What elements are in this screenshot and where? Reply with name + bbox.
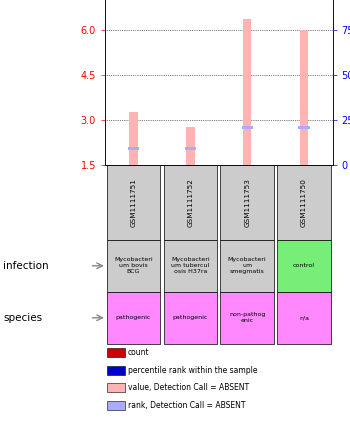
Bar [277,240,331,292]
Text: pathogenic: pathogenic [116,315,151,320]
Bar [298,126,310,129]
Text: species: species [4,313,43,323]
Text: n/a: n/a [299,315,309,320]
Text: GSM1111753: GSM1111753 [244,178,250,227]
Bar [107,165,160,240]
Text: pathogenic: pathogenic [173,315,208,320]
Bar [277,165,331,240]
Bar [107,348,125,357]
Text: non-pathog
enic: non-pathog enic [229,312,265,323]
Bar [220,165,274,240]
Bar [243,19,251,165]
Text: infection: infection [4,261,49,271]
Text: GSM1111752: GSM1111752 [187,178,193,227]
Text: rank, Detection Call = ABSENT: rank, Detection Call = ABSENT [128,401,245,410]
Bar [163,165,217,240]
Bar [107,240,160,292]
Bar [186,127,195,165]
Text: Mycobacteri
um
smegmatis: Mycobacteri um smegmatis [228,258,266,274]
Bar [220,240,274,292]
Text: Mycobacteri
um tubercul
osis H37ra: Mycobacteri um tubercul osis H37ra [171,258,210,274]
Bar [241,126,253,129]
Text: percentile rank within the sample: percentile rank within the sample [128,365,257,374]
Bar [220,292,274,344]
Bar [107,365,125,374]
Bar [128,147,139,150]
Bar [163,240,217,292]
Bar [107,383,125,392]
Bar [107,401,125,410]
Text: count: count [128,348,149,357]
Bar [277,292,331,344]
Bar [185,147,196,150]
Text: GSM1111750: GSM1111750 [301,178,307,227]
Bar [163,292,217,344]
Bar [129,112,138,165]
Bar [107,292,160,344]
Bar [300,30,308,165]
Text: value, Detection Call = ABSENT: value, Detection Call = ABSENT [128,383,249,392]
Text: GSM1111751: GSM1111751 [131,178,137,227]
Text: control: control [293,263,315,268]
Text: Mycobacteri
um bovis
BCG: Mycobacteri um bovis BCG [114,258,153,274]
